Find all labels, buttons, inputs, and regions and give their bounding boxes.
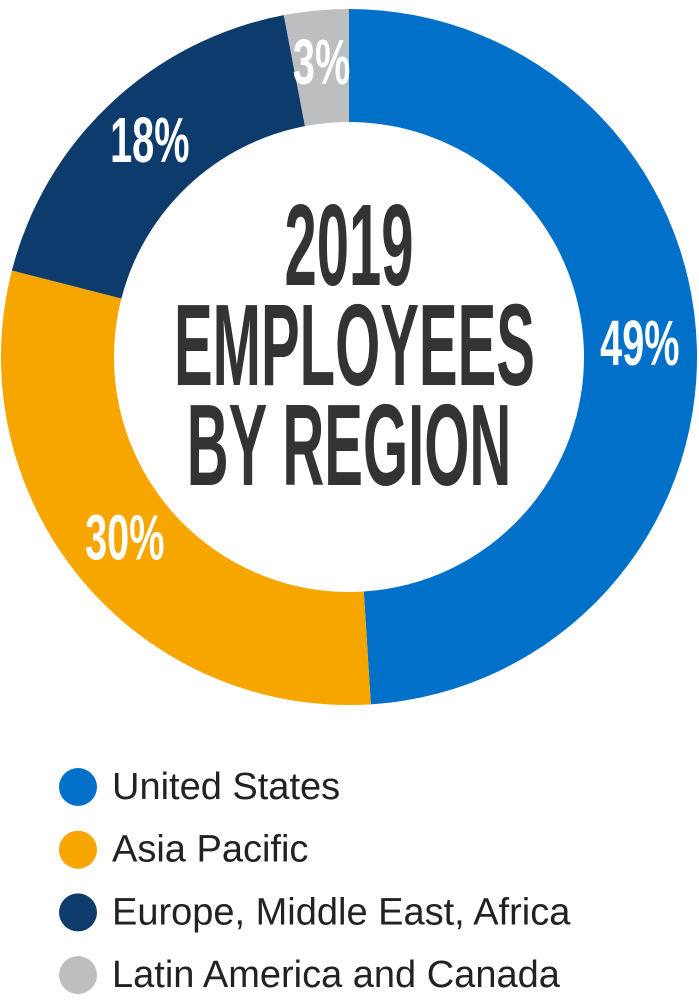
legend-marker (59, 956, 97, 995)
donut-segment (11, 15, 305, 299)
donut-segment (349, 9, 697, 705)
legend-label: Europe, Middle East, Africa (112, 891, 571, 933)
legend-label: Asia Pacific (112, 829, 308, 871)
donut-segment (283, 9, 349, 127)
legend-marker (59, 830, 97, 869)
segment-label: 30% (85, 503, 164, 574)
legend-marker (59, 893, 97, 932)
chart-title: 2019 EMPLOYEES BY REGION (174, 180, 535, 510)
donut-segment (0, 270, 371, 705)
segment-label: 3% (293, 28, 350, 99)
segment-label: 49% (600, 308, 679, 379)
segment-label: 18% (110, 105, 189, 176)
legend-label: United States (112, 766, 340, 808)
legend-label: Latin America and Canada (112, 954, 561, 996)
legend-marker (59, 768, 97, 806)
